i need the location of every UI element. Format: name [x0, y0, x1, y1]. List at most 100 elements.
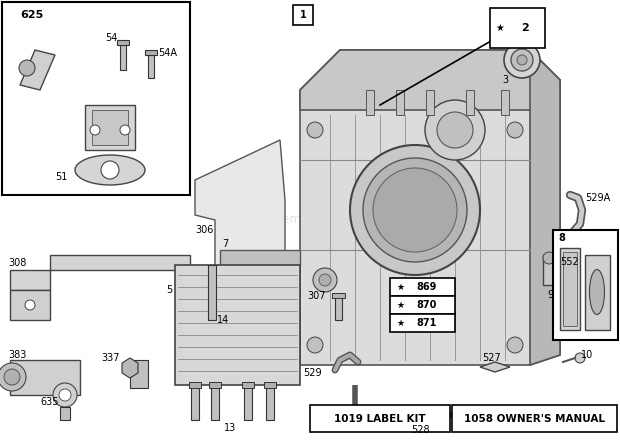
Polygon shape	[220, 250, 300, 265]
Polygon shape	[211, 385, 219, 420]
Circle shape	[313, 268, 337, 292]
Polygon shape	[10, 255, 190, 290]
Polygon shape	[563, 252, 577, 326]
Polygon shape	[396, 90, 404, 115]
Text: 869: 869	[417, 282, 437, 292]
Bar	[390, 296, 455, 314]
Ellipse shape	[590, 270, 604, 315]
Polygon shape	[366, 90, 374, 115]
Polygon shape	[585, 255, 610, 330]
Polygon shape	[466, 90, 474, 115]
Polygon shape	[501, 90, 509, 115]
Text: 527: 527	[482, 353, 502, 363]
Text: 528: 528	[410, 425, 429, 435]
Circle shape	[437, 112, 473, 148]
Circle shape	[0, 363, 26, 391]
Circle shape	[120, 125, 130, 135]
Text: 14: 14	[217, 315, 229, 325]
Circle shape	[350, 145, 480, 275]
Circle shape	[507, 122, 523, 138]
Text: 625: 625	[20, 10, 43, 20]
Circle shape	[319, 274, 331, 286]
Polygon shape	[300, 50, 560, 365]
Circle shape	[307, 122, 323, 138]
Text: 870: 870	[417, 300, 437, 310]
Circle shape	[511, 49, 533, 71]
Text: ★: ★	[396, 283, 404, 291]
Polygon shape	[120, 45, 126, 70]
Bar	[553, 230, 618, 340]
Circle shape	[101, 161, 119, 179]
Text: 552: 552	[560, 257, 578, 267]
Circle shape	[25, 300, 35, 310]
Polygon shape	[85, 105, 135, 150]
Polygon shape	[244, 385, 252, 420]
Polygon shape	[175, 265, 300, 385]
Polygon shape	[266, 385, 274, 420]
Polygon shape	[20, 50, 55, 90]
Circle shape	[53, 383, 77, 407]
Circle shape	[504, 42, 540, 78]
Polygon shape	[426, 90, 434, 115]
Text: 306: 306	[195, 225, 213, 235]
Circle shape	[90, 125, 100, 135]
Bar	[390, 278, 455, 296]
Text: 13: 13	[224, 423, 236, 433]
Polygon shape	[209, 382, 221, 388]
Polygon shape	[10, 360, 80, 395]
Text: 1058 OWNER'S MANUAL: 1058 OWNER'S MANUAL	[464, 413, 605, 424]
Text: 7: 7	[222, 239, 228, 249]
Polygon shape	[117, 40, 129, 45]
Bar	[2, 2, 190, 195]
Text: 337: 337	[102, 353, 120, 363]
Text: 9: 9	[547, 290, 553, 300]
Circle shape	[425, 100, 485, 160]
Polygon shape	[560, 248, 580, 330]
Ellipse shape	[75, 155, 145, 185]
Bar	[490, 8, 545, 48]
Circle shape	[19, 60, 35, 76]
Text: 529: 529	[303, 368, 322, 378]
Text: 54A: 54A	[158, 48, 177, 58]
Text: 1: 1	[299, 10, 306, 20]
Circle shape	[543, 252, 555, 264]
Text: 307: 307	[308, 291, 326, 301]
Polygon shape	[530, 50, 560, 365]
Text: 2: 2	[521, 23, 529, 33]
Polygon shape	[264, 382, 276, 388]
Polygon shape	[92, 110, 128, 145]
Polygon shape	[543, 255, 556, 285]
Bar	[293, 5, 313, 25]
Text: ereplacementparts.com: ereplacementparts.com	[235, 214, 385, 227]
Text: 10: 10	[581, 350, 593, 360]
Polygon shape	[208, 265, 216, 320]
Text: 54: 54	[105, 33, 118, 43]
Text: 635: 635	[40, 397, 58, 407]
Polygon shape	[189, 382, 201, 388]
Text: 871: 871	[417, 318, 437, 328]
Circle shape	[59, 389, 71, 401]
Text: ★: ★	[396, 319, 404, 328]
Circle shape	[363, 158, 467, 262]
Polygon shape	[242, 382, 254, 388]
Polygon shape	[195, 140, 285, 340]
Text: 308: 308	[8, 258, 27, 268]
Circle shape	[575, 353, 585, 363]
Text: 5: 5	[166, 285, 172, 295]
Polygon shape	[10, 290, 50, 320]
Text: 3: 3	[502, 75, 508, 85]
Text: 51: 51	[55, 172, 68, 182]
Polygon shape	[332, 293, 345, 298]
Circle shape	[507, 337, 523, 353]
Text: 529A: 529A	[585, 193, 610, 203]
Circle shape	[373, 168, 457, 252]
Text: ★: ★	[495, 23, 505, 33]
Text: 383: 383	[8, 350, 27, 360]
Bar	[390, 314, 455, 332]
Circle shape	[4, 369, 20, 385]
Polygon shape	[480, 362, 510, 372]
Polygon shape	[145, 50, 157, 55]
Polygon shape	[148, 55, 154, 78]
Text: 1019 LABEL KIT: 1019 LABEL KIT	[334, 413, 426, 424]
Polygon shape	[122, 358, 138, 378]
